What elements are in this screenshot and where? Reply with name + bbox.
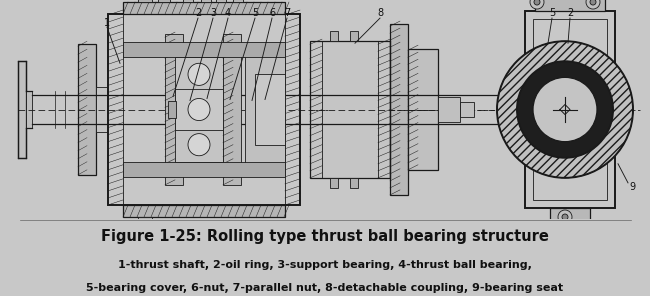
Circle shape: [517, 61, 613, 158]
Bar: [165, 34, 183, 185]
Bar: [108, 14, 300, 205]
Bar: [330, 31, 338, 41]
Bar: [123, 205, 285, 217]
Text: 7: 7: [284, 8, 290, 18]
Bar: [223, 34, 241, 185]
Circle shape: [530, 0, 544, 9]
Bar: [245, 54, 285, 165]
Bar: [175, 89, 223, 130]
Bar: [535, 0, 605, 11]
Bar: [138, 217, 152, 237]
Bar: [201, 0, 211, 2]
Bar: [78, 44, 96, 175]
Bar: [123, 162, 285, 177]
Bar: [408, 49, 438, 170]
Bar: [216, 0, 226, 2]
Bar: [138, 0, 152, 2]
Text: 9: 9: [629, 182, 635, 192]
Bar: [183, 0, 193, 2]
Bar: [18, 61, 26, 158]
Bar: [330, 178, 338, 188]
Bar: [615, 91, 629, 128]
Circle shape: [562, 214, 568, 220]
Circle shape: [497, 41, 633, 178]
Text: 1: 1: [104, 18, 110, 28]
Text: 6: 6: [269, 8, 275, 18]
Bar: [350, 178, 358, 188]
Bar: [175, 57, 223, 162]
Circle shape: [533, 77, 597, 142]
Text: 5-bearing cover, 6-nut, 7-parallel nut, 8-detachable coupling, 9-bearing seat: 5-bearing cover, 6-nut, 7-parallel nut, …: [86, 283, 564, 293]
Text: 5: 5: [252, 8, 258, 18]
Circle shape: [586, 0, 600, 9]
Bar: [158, 0, 170, 2]
Bar: [310, 41, 390, 178]
Circle shape: [188, 63, 210, 86]
Text: 3: 3: [210, 8, 216, 18]
Text: 4: 4: [225, 8, 231, 18]
Text: 1-thrust shaft, 2-oil ring, 3-support bearing, 4-thrust ball bearing,: 1-thrust shaft, 2-oil ring, 3-support be…: [118, 260, 532, 269]
Bar: [511, 91, 525, 128]
Bar: [533, 19, 607, 200]
Bar: [233, 0, 243, 2]
Circle shape: [534, 0, 540, 5]
Bar: [438, 97, 460, 122]
Bar: [390, 24, 408, 195]
Text: 5: 5: [549, 8, 555, 18]
Bar: [123, 2, 285, 14]
Circle shape: [188, 99, 210, 120]
Bar: [26, 91, 32, 128]
Text: Figure 1-25: Rolling type thrust ball bearing structure: Figure 1-25: Rolling type thrust ball be…: [101, 229, 549, 244]
Circle shape: [558, 210, 572, 224]
Circle shape: [590, 0, 596, 5]
Bar: [460, 102, 474, 117]
Bar: [168, 102, 176, 118]
Bar: [350, 31, 358, 41]
Text: 2: 2: [567, 8, 573, 18]
Bar: [123, 42, 285, 57]
Text: 8: 8: [377, 8, 383, 18]
Bar: [550, 208, 590, 226]
Bar: [525, 11, 615, 208]
Circle shape: [188, 133, 210, 156]
Bar: [96, 87, 108, 132]
Bar: [255, 74, 285, 145]
Text: 2: 2: [195, 8, 201, 18]
